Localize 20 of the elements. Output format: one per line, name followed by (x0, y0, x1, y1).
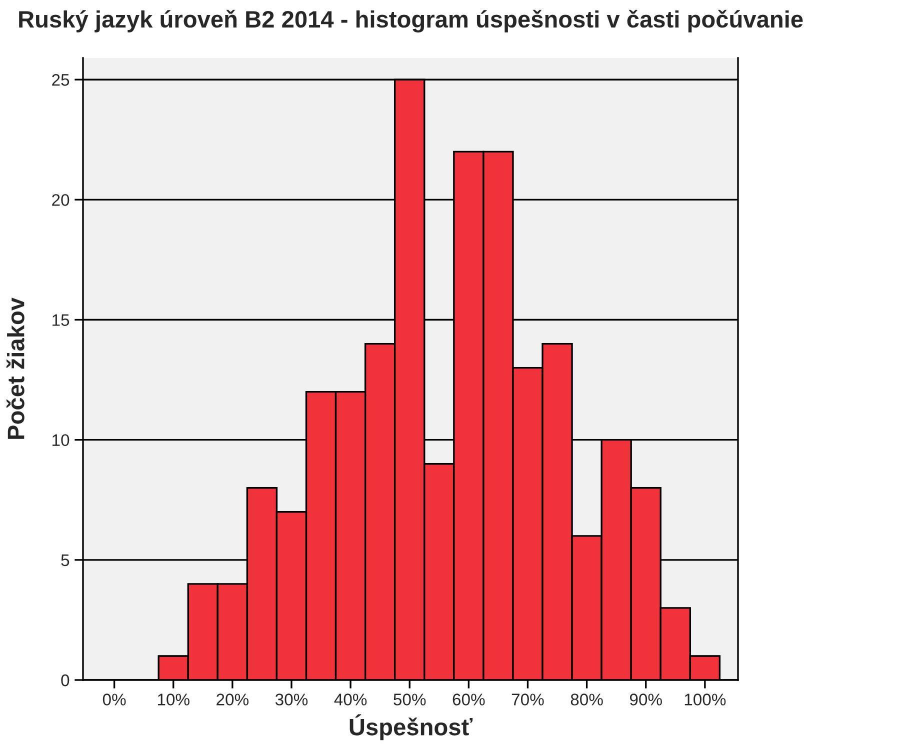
chart-title: Ruský jazyk úroveň B2 2014 - histogram úspešnosti v časti počúvanie (19, 10, 803, 32)
y-tick-label: 5 (61, 554, 70, 566)
y-tick-label: 20 (52, 194, 70, 206)
x-tick-label: 20% (216, 694, 249, 706)
x-tick-label: 90% (630, 694, 662, 706)
x-tick-label: 50% (394, 694, 426, 706)
x-tick-label: 30% (275, 694, 308, 706)
x-tick-label: 70% (512, 694, 544, 706)
y-axis-title: Počet žiakov (6, 298, 24, 439)
y-tick-label: 10 (52, 434, 70, 446)
y-tick-label: 25 (52, 74, 70, 86)
x-tick-label: 80% (570, 694, 603, 706)
y-tick-label: 0 (61, 674, 70, 686)
x-tick-label: 40% (334, 694, 367, 706)
x-tick-label: 100% (684, 694, 726, 706)
x-tick-label: 0% (102, 694, 126, 706)
y-tick-label: 15 (52, 314, 70, 326)
x-tick-label: 60% (452, 694, 485, 706)
x-axis-title: Úspešnosť (350, 714, 473, 740)
x-tick-label: 10% (158, 694, 190, 706)
